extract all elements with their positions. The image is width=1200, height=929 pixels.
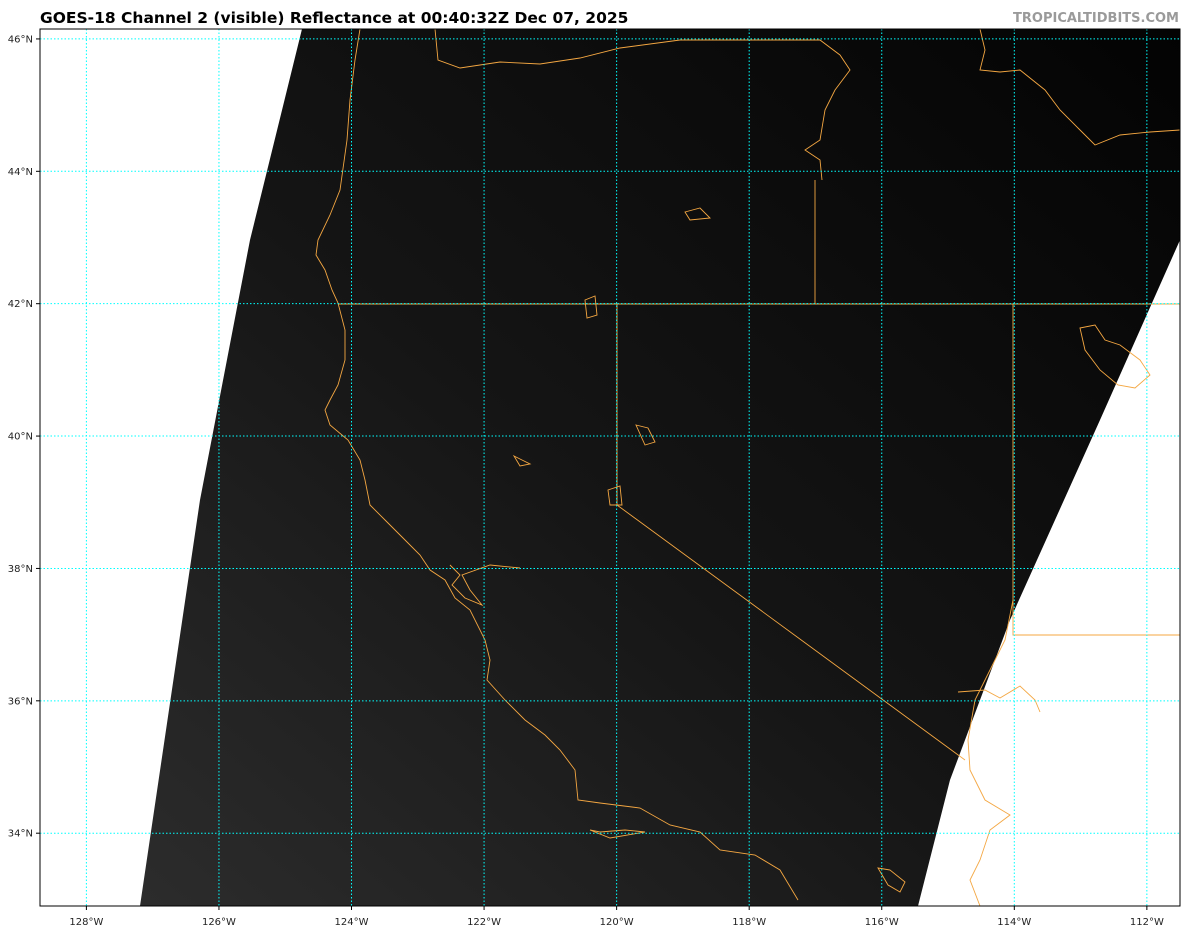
channel-islands [589, 829, 646, 839]
salton-sea [877, 867, 906, 893]
columbia-river [434, 29, 851, 181]
satellite-swath [140, 29, 1180, 906]
lon-tick-label: 122°W [467, 917, 501, 928]
axis-ticks: 128°W 126°W 124°W 122°W 120°W 118°W 116°W 114°W… [8, 34, 1164, 928]
west-coastline [315, 29, 799, 901]
lon-tick-label: 128°W [69, 917, 103, 928]
idaho-border [979, 29, 1180, 146]
map-title: GOES-18 Channel 2 (visible) Reflectance … [40, 9, 629, 27]
lat-tick-label: 38°N [8, 564, 33, 575]
pyramid-lake [635, 424, 656, 446]
lon-tick-label: 126°W [202, 917, 236, 928]
lat-tick-label: 40°N [8, 432, 33, 443]
colorado-river [967, 599, 1014, 906]
clear-lake [512, 454, 532, 467]
lon-tick-label: 124°W [335, 917, 369, 928]
lat-tick-label: 42°N [8, 299, 33, 310]
great-salt-lake [1079, 324, 1151, 389]
lat-tick-label: 44°N [8, 167, 33, 178]
lat-tick-label: 46°N [8, 34, 33, 45]
lon-tick-label: 116°W [865, 917, 899, 928]
lon-tick-label: 118°W [732, 917, 766, 928]
malheur-lake [684, 207, 711, 221]
upper-klamath [584, 295, 598, 319]
nv-ut-border [1012, 304, 1180, 636]
lake-tahoe [607, 485, 623, 506]
lon-tick-label: 120°W [600, 917, 634, 928]
sf-bay [449, 564, 521, 607]
lon-tick-label: 112°W [1130, 917, 1164, 928]
gridlines [40, 29, 1180, 906]
credit-watermark: TROPICALTIDBITS.COM [1013, 11, 1179, 26]
lake-mead [957, 685, 1041, 713]
lat-tick-label: 34°N [8, 829, 33, 840]
lat-tick-label: 36°N [8, 696, 33, 707]
lon-tick-label: 114°W [997, 917, 1031, 928]
map-frame [39, 28, 1181, 907]
